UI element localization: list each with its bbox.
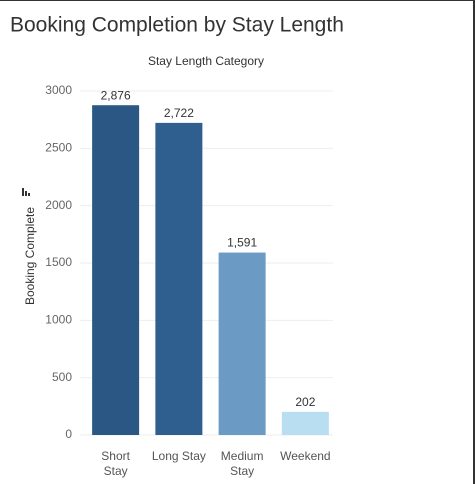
bar — [155, 122, 203, 436]
x-tick-label: Long Stay — [151, 449, 206, 463]
y-tick-label: 0 — [65, 427, 72, 441]
value-label: 2,722 — [164, 106, 194, 120]
x-tick-label: Weekend — [280, 449, 331, 463]
y-tick-label: 2500 — [45, 141, 72, 155]
bar — [281, 411, 329, 435]
x-tick-label: Short Stay — [101, 449, 130, 478]
y-tick-label: 1000 — [45, 313, 72, 327]
bar — [218, 252, 266, 435]
bar — [92, 105, 140, 436]
axis-icon — [22, 188, 30, 196]
y-axis-label: Booking Complete — [23, 207, 37, 305]
x-tick-label: Medium Stay — [220, 449, 264, 478]
y-tick-label: 3000 — [45, 83, 72, 97]
value-label: 1,591 — [227, 236, 257, 250]
y-tick-label: 500 — [52, 370, 72, 384]
y-tick-label: 1500 — [45, 255, 72, 269]
chart-title: Booking Completion by Stay Length — [10, 14, 344, 37]
value-label: 2,876 — [101, 88, 131, 102]
y-tick-label: 2000 — [45, 198, 72, 212]
subtitle: Stay Length Category — [148, 54, 264, 68]
value-label: 202 — [295, 395, 315, 409]
